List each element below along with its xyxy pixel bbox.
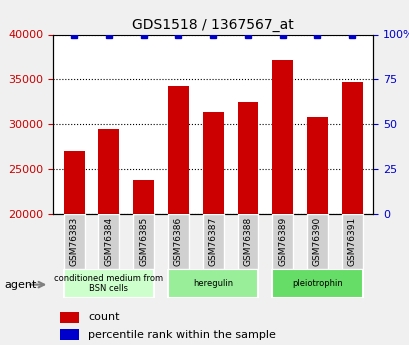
- Text: conditioned medium from
BSN cells: conditioned medium from BSN cells: [54, 274, 163, 294]
- Text: count: count: [88, 313, 120, 322]
- Bar: [133, 180, 154, 345]
- Text: pleiotrophin: pleiotrophin: [291, 279, 342, 288]
- Bar: [341, 82, 362, 345]
- Text: GSM76387: GSM76387: [208, 217, 217, 266]
- Title: GDS1518 / 1367567_at: GDS1518 / 1367567_at: [132, 18, 293, 32]
- Text: GSM76389: GSM76389: [278, 217, 287, 266]
- Text: GSM76391: GSM76391: [347, 217, 356, 266]
- Bar: [98, 129, 119, 345]
- FancyBboxPatch shape: [306, 214, 327, 269]
- FancyBboxPatch shape: [168, 214, 189, 269]
- FancyBboxPatch shape: [272, 214, 292, 269]
- FancyBboxPatch shape: [98, 214, 119, 269]
- Text: heregulin: heregulin: [193, 279, 233, 288]
- Text: GSM76383: GSM76383: [70, 217, 79, 266]
- FancyBboxPatch shape: [133, 214, 154, 269]
- Bar: [306, 117, 327, 345]
- Bar: [237, 102, 258, 345]
- FancyBboxPatch shape: [63, 269, 154, 298]
- Text: GSM76388: GSM76388: [243, 217, 252, 266]
- FancyBboxPatch shape: [272, 269, 362, 298]
- Bar: [202, 112, 223, 345]
- Bar: [272, 60, 292, 345]
- Text: GSM76390: GSM76390: [312, 217, 321, 266]
- FancyBboxPatch shape: [60, 329, 79, 340]
- Text: GSM76384: GSM76384: [104, 217, 113, 266]
- FancyBboxPatch shape: [341, 214, 362, 269]
- Bar: [168, 86, 189, 345]
- Text: percentile rank within the sample: percentile rank within the sample: [88, 330, 276, 339]
- FancyBboxPatch shape: [60, 312, 79, 323]
- Text: agent: agent: [4, 280, 36, 289]
- Text: GSM76385: GSM76385: [139, 217, 148, 266]
- Text: GSM76386: GSM76386: [173, 217, 182, 266]
- Bar: [63, 151, 84, 345]
- FancyBboxPatch shape: [202, 214, 223, 269]
- FancyBboxPatch shape: [63, 214, 84, 269]
- FancyBboxPatch shape: [237, 214, 258, 269]
- FancyBboxPatch shape: [168, 269, 258, 298]
